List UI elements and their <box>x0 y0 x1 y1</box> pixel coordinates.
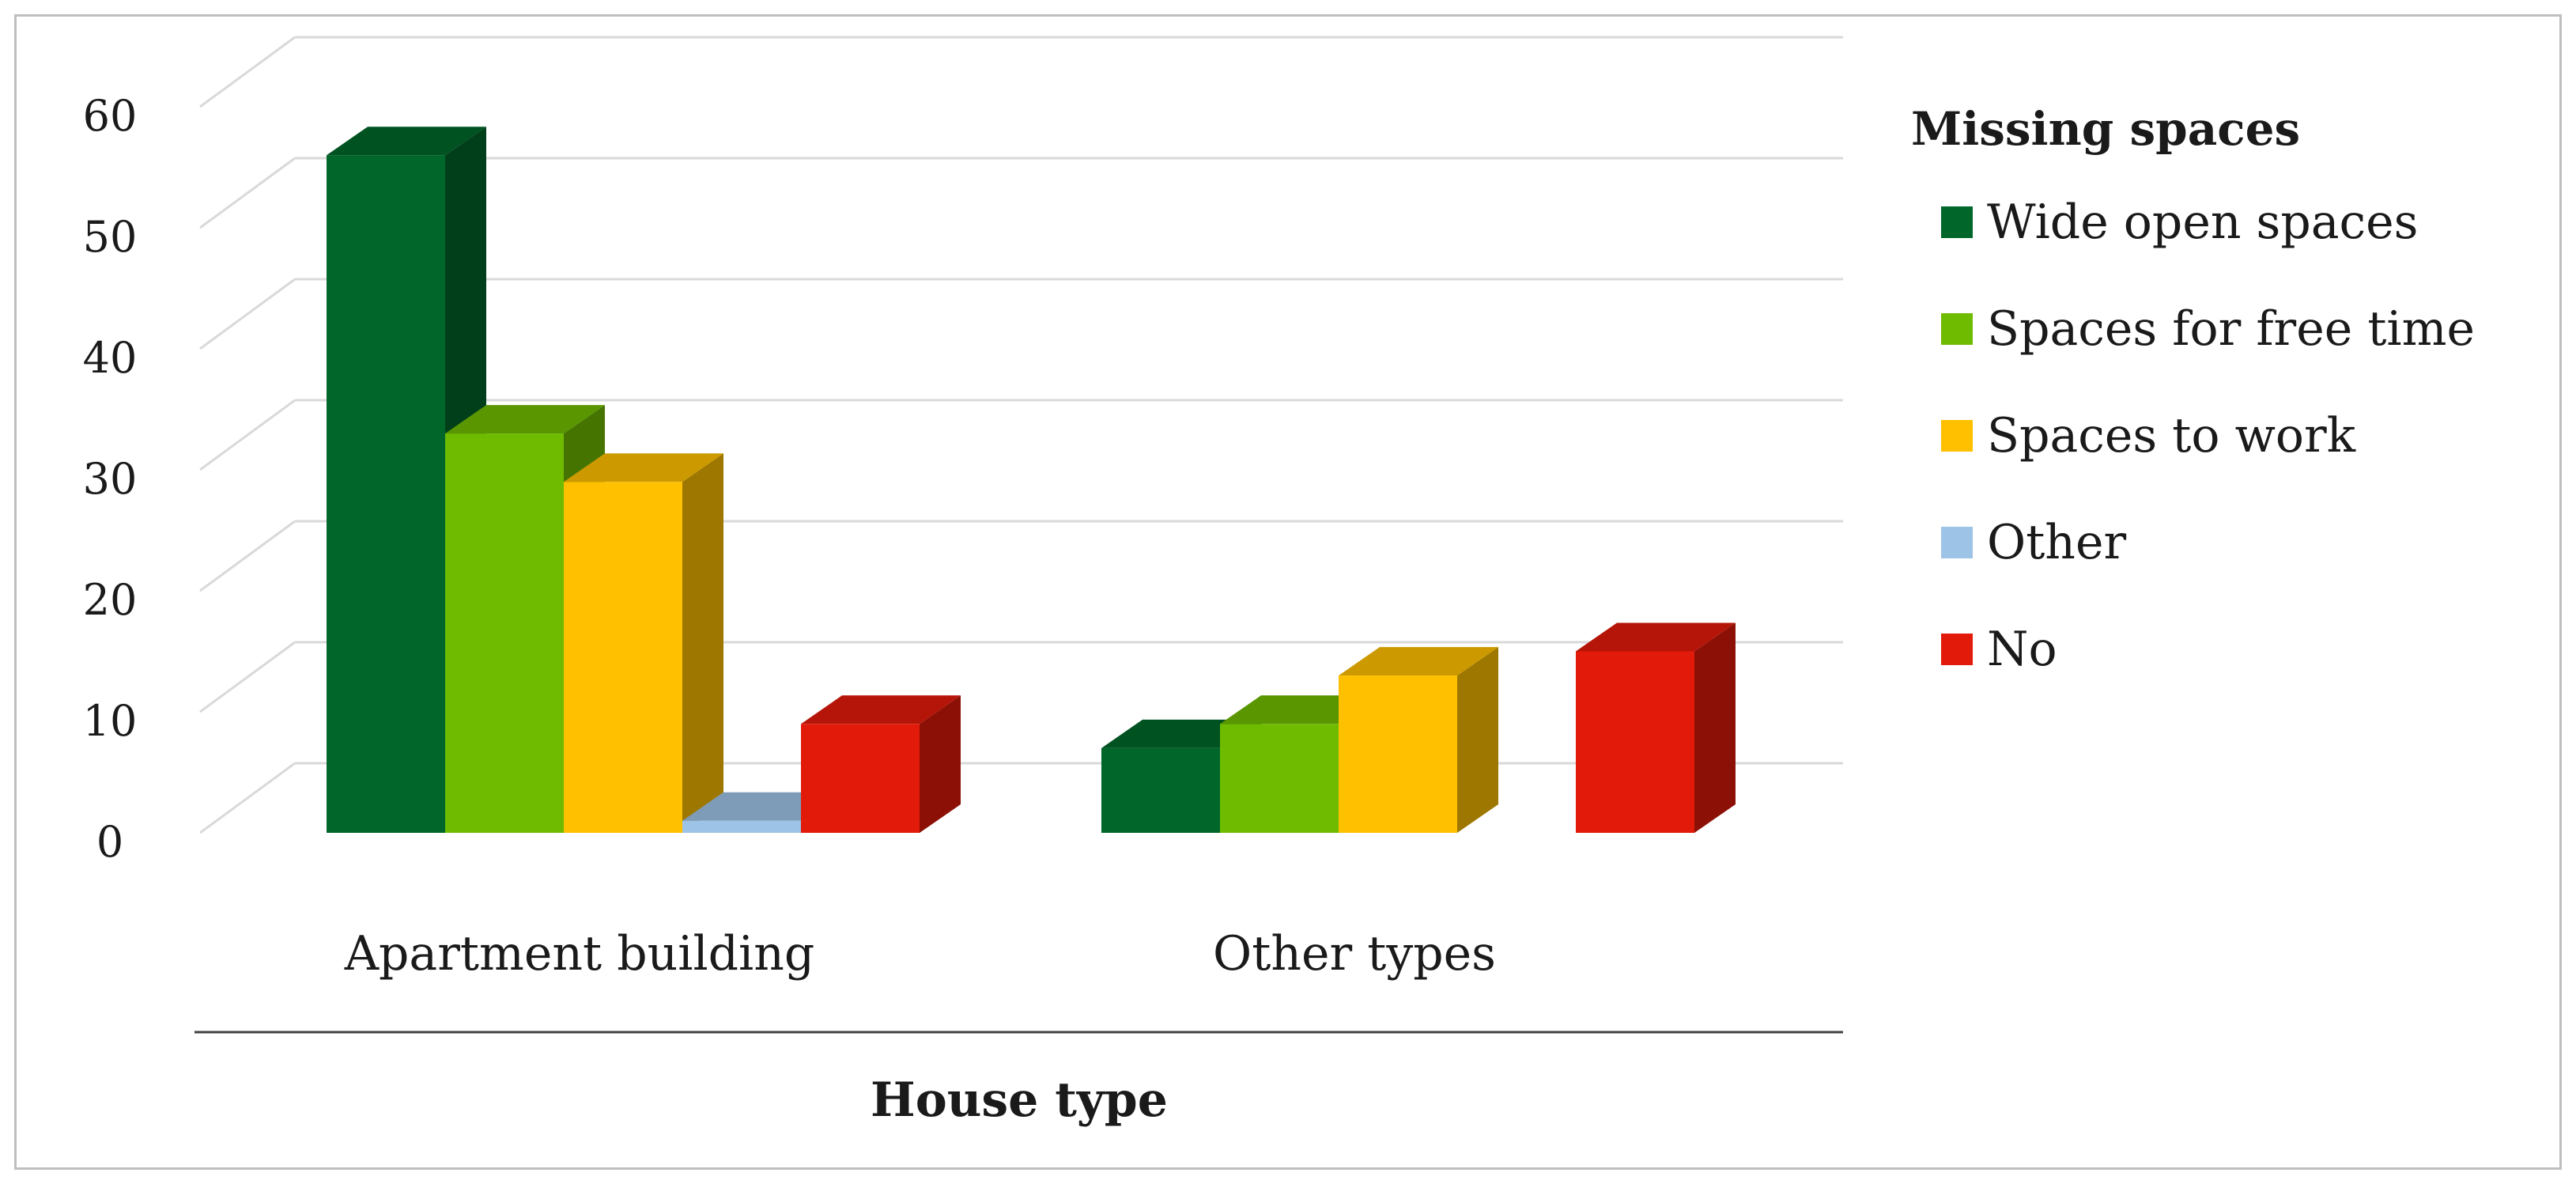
bar-front-2-5 <box>1576 651 1694 833</box>
legend-label-5: No <box>1987 622 2057 677</box>
legend-label-1: Wide open spaces <box>1987 195 2418 250</box>
y-tick-label-3: 30 <box>83 454 138 504</box>
bar-front-1-5 <box>801 724 920 833</box>
legend: Wide open spaces Spaces for free time Spac… <box>1941 195 2475 677</box>
gridline-diagonal-5 <box>199 157 296 229</box>
y-tick-label-2: 20 <box>83 575 138 625</box>
bars <box>327 127 1736 833</box>
bar-side-2-5 <box>1694 622 1736 833</box>
x-axis-categories: Apartment building Other types <box>344 926 1496 982</box>
bar-front-2-2 <box>1220 724 1339 833</box>
y-tick-label-5: 50 <box>83 212 138 262</box>
bar-top-1-1 <box>327 127 486 156</box>
bar-side-1-3 <box>682 453 723 833</box>
chart-canvas: 0 10 20 30 40 50 60 Apartment building Other ty… <box>83 36 2475 1128</box>
bar-2-3 <box>1339 647 1498 833</box>
bar-front-1-4 <box>682 820 801 833</box>
y-axis-ticks: 0 10 20 30 40 50 60 <box>83 91 138 867</box>
legend-item-3: Spaces to work <box>1941 408 2356 463</box>
legend-swatch-2 <box>1941 313 1973 345</box>
y-tick-label-0: 0 <box>96 817 123 867</box>
y-tick-label-1: 10 <box>83 696 138 746</box>
legend-item-5: No <box>1941 622 2057 677</box>
gridline-diagonal-2 <box>199 520 296 592</box>
legend-label-3: Spaces to work <box>1987 408 2356 463</box>
y-tick-label-4: 40 <box>83 333 138 383</box>
chart-frame: 0 10 20 30 40 50 60 Apartment building Other ty… <box>14 14 2562 1170</box>
gridline-diagonal-1 <box>199 641 296 713</box>
bar-top-1-5 <box>801 695 961 724</box>
x-category-label-1: Apartment building <box>344 926 815 982</box>
legend-label-2: Spaces for free time <box>1987 301 2475 357</box>
legend-title: Missing spaces <box>1911 102 2300 156</box>
gridline-diagonal-3 <box>199 399 296 471</box>
bar-front-2-1 <box>1101 747 1220 833</box>
bar-top-2-3 <box>1339 647 1498 676</box>
bar-side-1-5 <box>920 695 961 833</box>
bar-2-5 <box>1576 622 1736 833</box>
bar-front-1-2 <box>445 433 564 833</box>
bar-top-1-3 <box>564 453 723 482</box>
legend-swatch-1 <box>1941 206 1973 238</box>
legend-label-4: Other <box>1987 515 2126 570</box>
y-tick-label-6: 60 <box>83 91 138 141</box>
legend-item-2: Spaces for free time <box>1941 301 2475 357</box>
legend-item-1: Wide open spaces <box>1941 195 2418 250</box>
bar-top-1-2 <box>445 405 605 434</box>
bar-front-1-1 <box>327 155 445 833</box>
bar-1-3 <box>564 453 723 833</box>
legend-swatch-4 <box>1941 527 1973 558</box>
bar-front-2-3 <box>1339 675 1457 833</box>
x-axis-title: House type <box>871 1072 1168 1128</box>
legend-swatch-5 <box>1941 634 1973 665</box>
bar-side-2-3 <box>1457 647 1498 833</box>
gridline-diagonal-0 <box>199 762 296 834</box>
bar-1-5 <box>801 695 961 833</box>
legend-item-4: Other <box>1941 515 2126 570</box>
bar-front-1-3 <box>564 482 682 833</box>
x-category-label-2: Other types <box>1213 926 1496 982</box>
legend-swatch-3 <box>1941 420 1973 452</box>
gridline-diagonal-4 <box>199 278 296 350</box>
bar-top-2-5 <box>1576 622 1736 652</box>
gridline-diagonal-6 <box>199 36 296 108</box>
